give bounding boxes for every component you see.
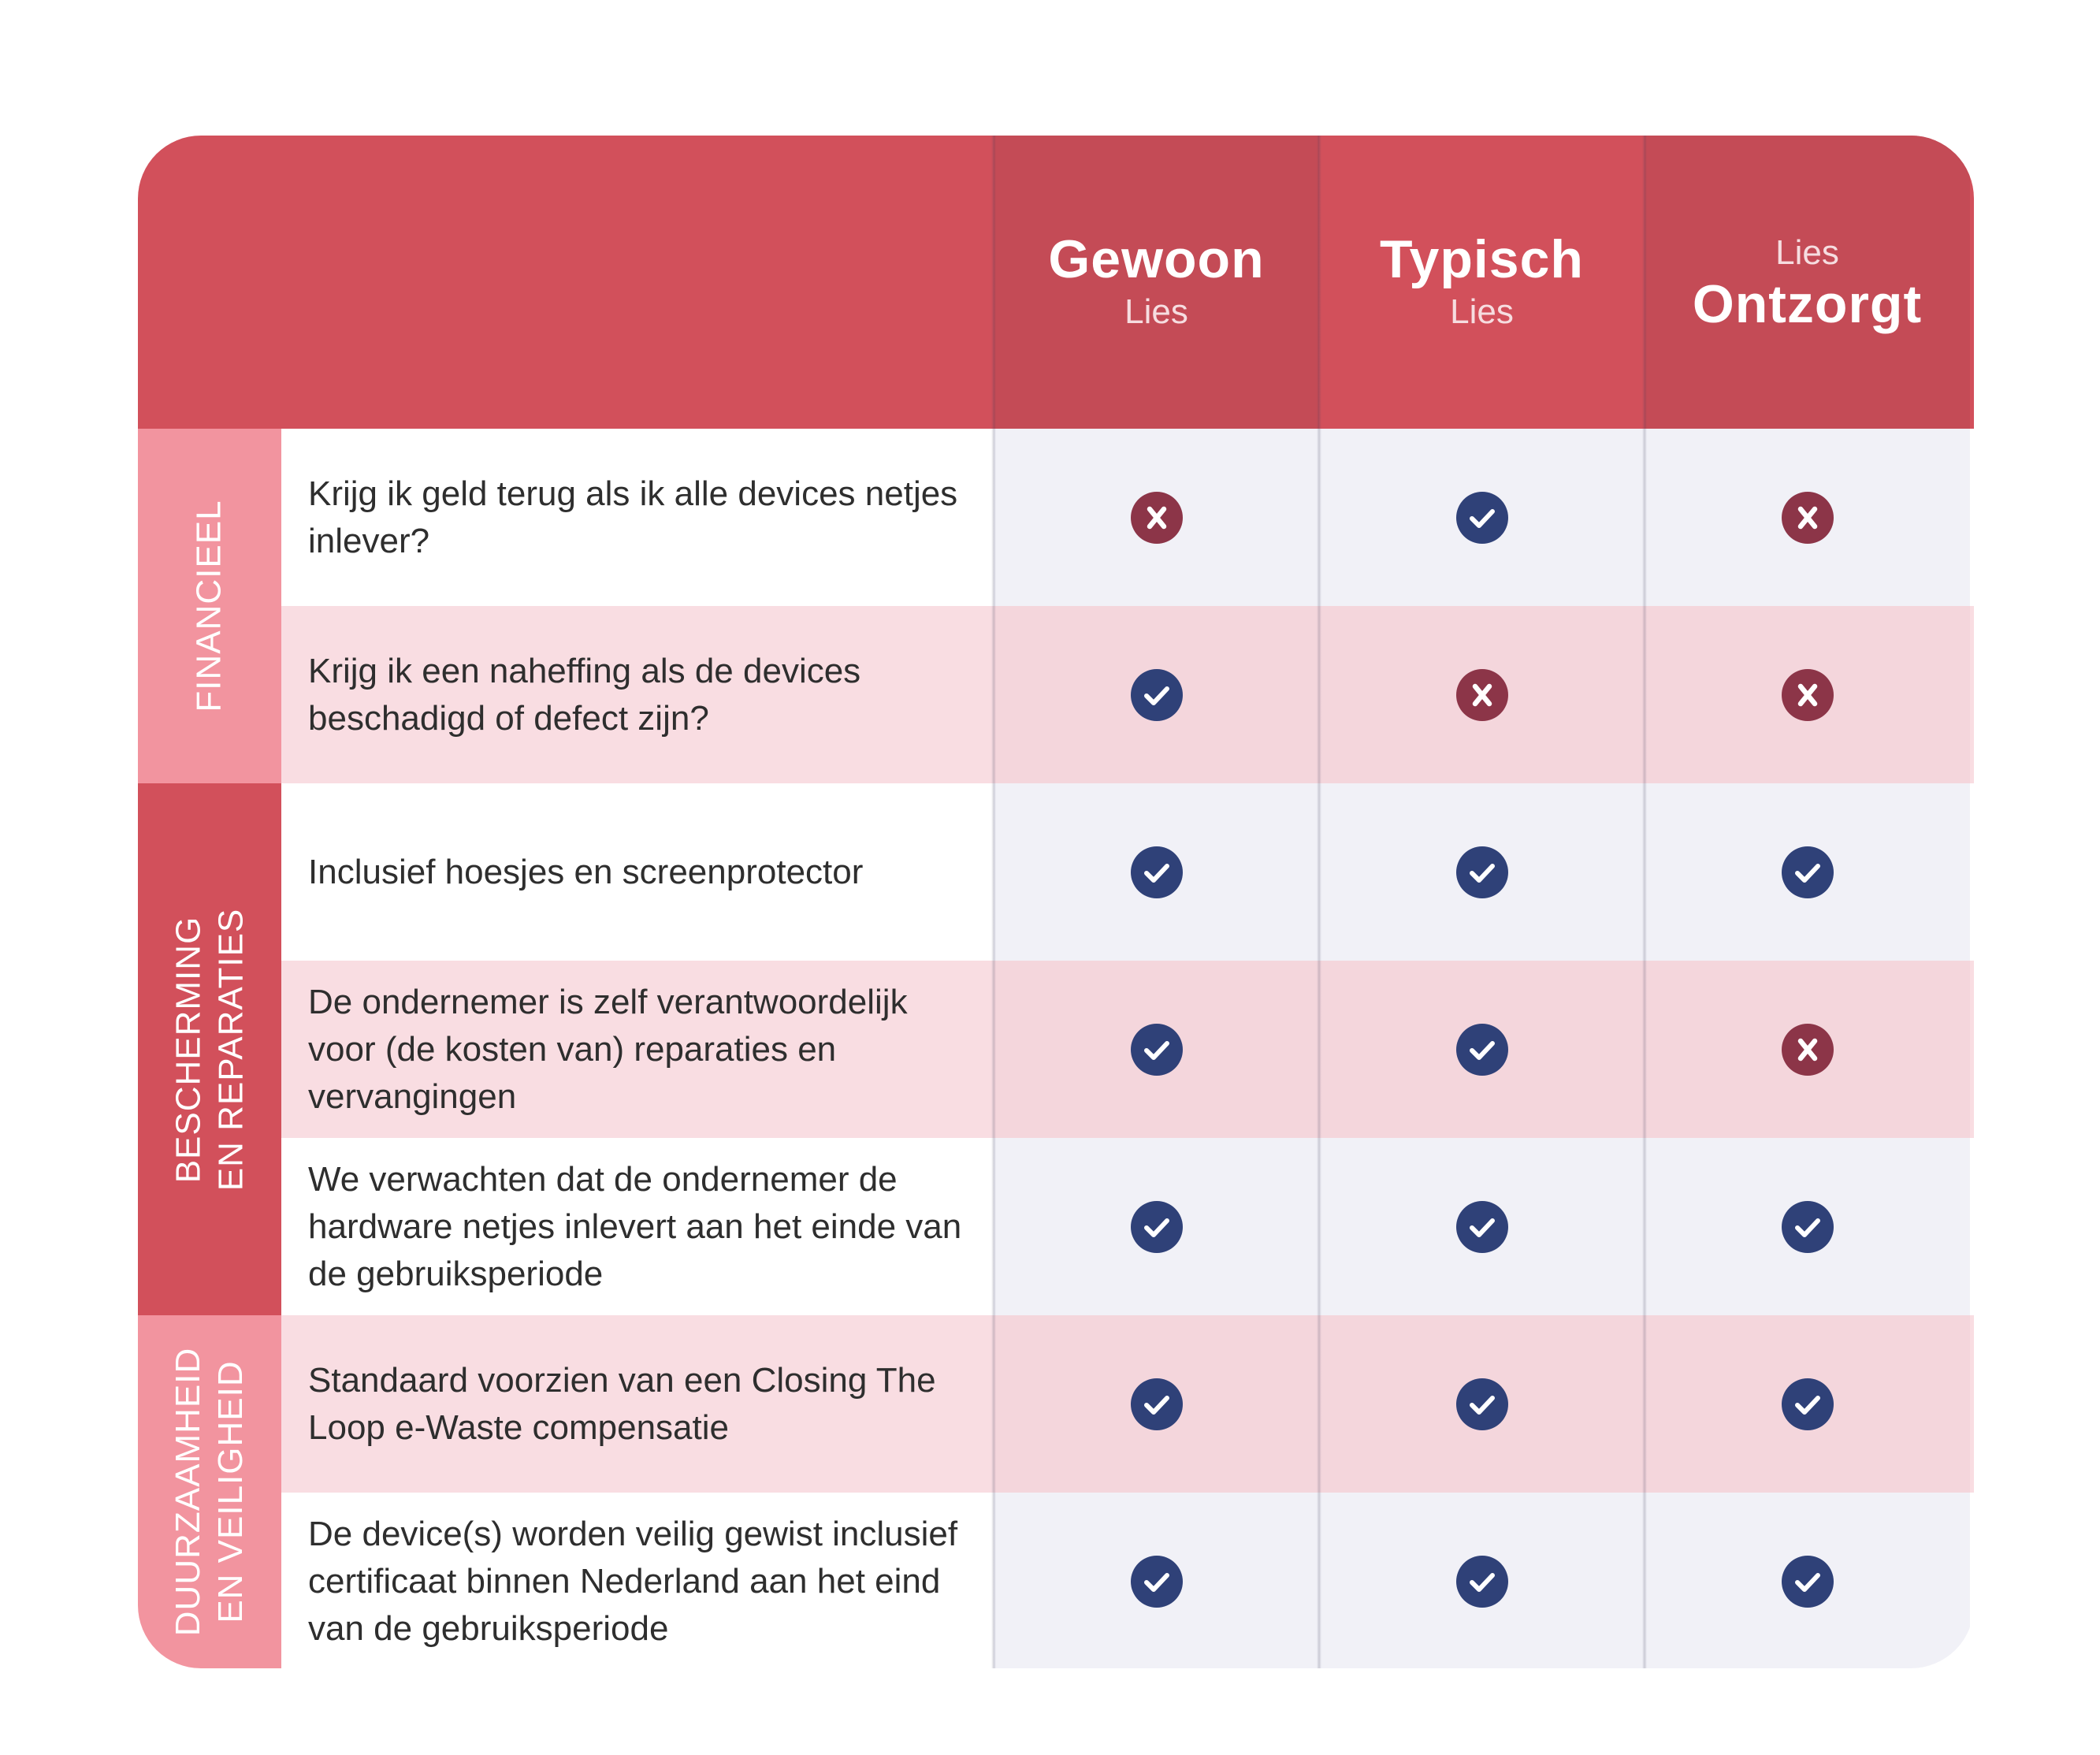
x-circle-icon (1781, 1023, 1834, 1076)
column-header-ontzorgt: Lies Ontzorgt (1645, 136, 1970, 429)
x-circle-icon (1455, 668, 1508, 721)
table-row: We verwachten dat de ondernemer de hardw… (281, 1138, 1974, 1315)
value-cell (1319, 606, 1645, 783)
question-cell: Krijg ik geld terug als ik alle devices … (281, 429, 994, 606)
check-circle-icon (1455, 1555, 1508, 1608)
value-cell (994, 429, 1319, 606)
value-cell (994, 606, 1319, 783)
check-circle-icon (1455, 846, 1508, 898)
column-header-typisch: Typisch Lies (1319, 136, 1645, 429)
table-row: Standaard voorzien van een Closing The L… (281, 1315, 1974, 1493)
value-cell (1645, 1493, 1970, 1668)
x-circle-icon (1130, 491, 1183, 544)
question-cell: Krijg ik een naheffing als de devices be… (281, 606, 994, 783)
question-cell: Inclusief hoesjes en screenprotector (281, 783, 994, 961)
category-duurzaamheid: DUURZAAMHEID EN VEILIGHEID (138, 1315, 281, 1668)
check-circle-icon (1455, 1378, 1508, 1430)
category-label: BESCHERMING EN REPARATIES (169, 908, 250, 1191)
x-circle-icon (1781, 668, 1834, 721)
column-title: Ontzorgt (1692, 274, 1923, 335)
value-cell (1319, 783, 1645, 961)
column-title: Gewoon (1048, 229, 1265, 289)
check-circle-icon (1130, 1555, 1183, 1608)
category-financieel: FINANCIEEL (138, 429, 281, 783)
value-cell (1645, 1315, 1970, 1493)
question-text: De device(s) worden veilig gewist inclus… (308, 1514, 958, 1648)
column-subtitle: Lies (1124, 292, 1188, 331)
category-label: DUURZAAMHEID EN VEILIGHEID (169, 1347, 251, 1637)
question-text: Standaard voorzien van een Closing The L… (308, 1360, 936, 1447)
column-title: Typisch (1380, 229, 1584, 289)
column-divider (991, 136, 996, 1668)
column-divider (1317, 136, 1321, 1668)
x-circle-icon (1781, 491, 1834, 544)
value-cell (994, 961, 1319, 1138)
value-cell (1319, 961, 1645, 1138)
question-text: Krijg ik een naheffing als de devices be… (308, 651, 861, 738)
table-row: Inclusief hoesjes en screenprotector (281, 783, 1974, 961)
table-row: Krijg ik geld terug als ik alle devices … (281, 429, 1974, 606)
value-cell (1319, 1138, 1645, 1315)
check-circle-icon (1781, 1555, 1834, 1608)
question-text: De ondernemer is zelf verantwoordelijk v… (308, 982, 908, 1116)
check-circle-icon (1130, 846, 1183, 898)
question-text: Inclusief hoesjes en screenprotector (308, 852, 864, 891)
value-cell (994, 1138, 1319, 1315)
check-circle-icon (1781, 846, 1834, 898)
question-text: We verwachten dat de ondernemer de hardw… (308, 1159, 962, 1293)
question-cell: We verwachten dat de ondernemer de hardw… (281, 1138, 994, 1315)
table-row: De ondernemer is zelf verantwoordelijk v… (281, 961, 1974, 1138)
value-cell (1645, 961, 1970, 1138)
value-cell (1319, 1315, 1645, 1493)
check-circle-icon (1130, 1378, 1183, 1430)
value-cell (1645, 429, 1970, 606)
column-header-gewoon: Gewoon Lies (994, 136, 1319, 429)
question-cell: Standaard voorzien van een Closing The L… (281, 1315, 994, 1493)
value-cell (1645, 606, 1970, 783)
table-row: Krijg ik een naheffing als de devices be… (281, 606, 1974, 783)
check-circle-icon (1781, 1378, 1834, 1430)
check-circle-icon (1455, 1200, 1508, 1253)
column-divider (1642, 136, 1647, 1668)
comparison-table: Gewoon Lies Typisch Lies Lies Ontzorgt F… (138, 136, 1974, 1668)
check-circle-icon (1130, 1023, 1183, 1076)
column-subtitle: Lies (1775, 233, 1839, 272)
check-circle-icon (1455, 1023, 1508, 1076)
check-circle-icon (1455, 491, 1508, 544)
value-cell (994, 1493, 1319, 1668)
value-cell (1319, 429, 1645, 606)
column-subtitle: Lies (1450, 292, 1514, 331)
question-text: Krijg ik geld terug als ik alle devices … (308, 474, 958, 560)
value-cell (1645, 1138, 1970, 1315)
question-cell: De device(s) worden veilig gewist inclus… (281, 1493, 994, 1668)
category-label: FINANCIEEL (190, 500, 229, 712)
question-cell: De ondernemer is zelf verantwoordelijk v… (281, 961, 994, 1138)
value-cell (994, 1315, 1319, 1493)
value-cell (1645, 783, 1970, 961)
check-circle-icon (1130, 1200, 1183, 1253)
value-cell (994, 783, 1319, 961)
value-cell (1319, 1493, 1645, 1668)
check-circle-icon (1130, 668, 1183, 721)
check-circle-icon (1781, 1200, 1834, 1253)
category-bescherming: BESCHERMING EN REPARATIES (138, 783, 281, 1315)
table-row: De device(s) worden veilig gewist inclus… (281, 1493, 1974, 1668)
